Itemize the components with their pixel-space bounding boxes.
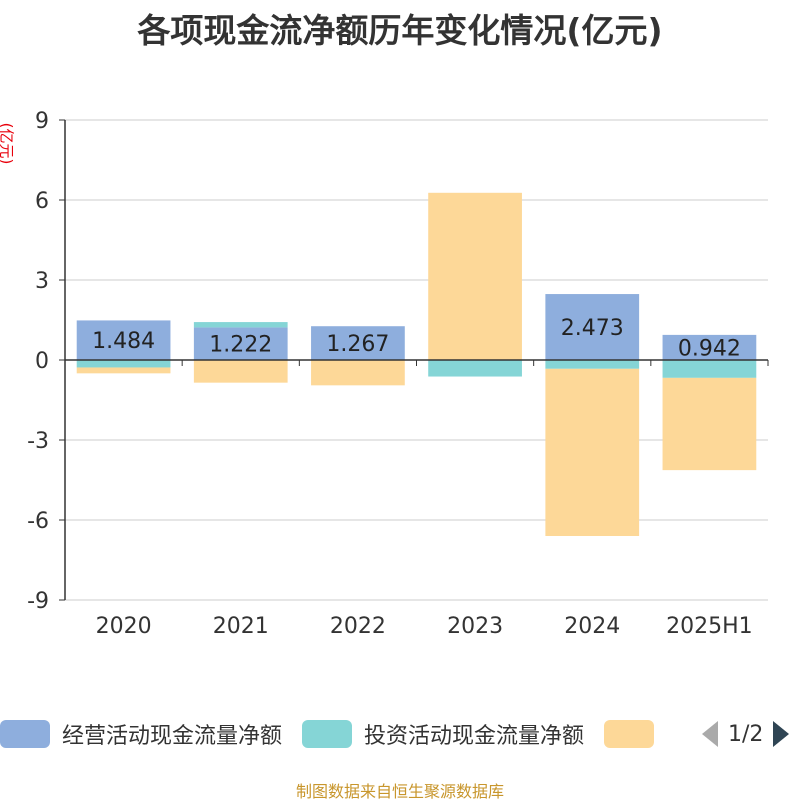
legend-item-operating[interactable]: 经营活动现金流量净额 xyxy=(0,718,282,750)
y-tick-label: 3 xyxy=(35,269,49,294)
bar-2024-series-2 xyxy=(545,368,640,536)
legend-item-investing[interactable]: 投资活动现金流量净额 xyxy=(302,718,584,750)
y-tick-label: 9 xyxy=(35,109,49,134)
legend-swatch-operating xyxy=(0,720,50,748)
chart-title: 各项现金流净额历年变化情况(亿元) xyxy=(137,11,663,50)
prev-page-icon[interactable] xyxy=(700,719,720,749)
bar-2025H1-series-2 xyxy=(662,377,757,471)
bar-2024-series-1 xyxy=(545,360,640,369)
data-label: 1.484 xyxy=(92,329,155,354)
legend-pager: 1/2 xyxy=(700,716,791,752)
x-category-label: 2025H1 xyxy=(666,614,753,639)
data-label: 1.222 xyxy=(209,333,272,358)
bar-2021-series-0 xyxy=(193,327,288,360)
bar-2023-series-2 xyxy=(428,192,522,360)
bar-2025H1-series-0 xyxy=(662,334,757,360)
bar-2020-series-0 xyxy=(76,320,171,360)
legend-swatch-investing xyxy=(302,720,353,748)
source-footer: 制图数据来自恒生聚源数据库 xyxy=(295,782,504,801)
x-category-label: 2021 xyxy=(213,614,269,639)
data-label: 0.942 xyxy=(678,336,741,361)
page-indicator: 1/2 xyxy=(728,721,764,747)
data-label: 1.267 xyxy=(326,332,389,357)
data-label: 2.473 xyxy=(561,316,624,341)
bar-2021-series-2 xyxy=(193,360,288,383)
bar-2022-series-2 xyxy=(311,360,405,386)
next-page-icon[interactable] xyxy=(771,719,791,749)
legend: 经营活动现金流量净额 投资活动现金流量净额 xyxy=(0,716,686,752)
bar-2023-series-1 xyxy=(428,360,522,377)
legend-item-financing[interactable] xyxy=(604,720,666,748)
bar-2022-series-0 xyxy=(311,326,405,360)
bar-2021-series-1 xyxy=(193,322,288,328)
x-category-label: 2023 xyxy=(447,614,503,639)
bar-2020-series-1 xyxy=(76,360,171,368)
legend-label-investing: 投资活动现金流量净额 xyxy=(364,724,585,749)
bar-2025H1-series-1 xyxy=(662,360,757,378)
legend-swatch-financing xyxy=(604,720,655,748)
y-tick-label: 0 xyxy=(35,349,49,374)
bar-2020-series-2 xyxy=(76,367,171,374)
x-category-label: 2024 xyxy=(564,614,620,639)
y-tick-label: -9 xyxy=(27,589,49,614)
legend-label-operating: 经营活动现金流量净额 xyxy=(62,724,283,749)
y-tick-label: -6 xyxy=(27,509,49,534)
x-category-label: 2020 xyxy=(96,614,152,639)
y-tick-label: 6 xyxy=(35,189,49,214)
y-tick-label: -3 xyxy=(27,429,49,454)
x-category-label: 2022 xyxy=(330,614,386,639)
bar-2024-series-0 xyxy=(545,294,640,360)
